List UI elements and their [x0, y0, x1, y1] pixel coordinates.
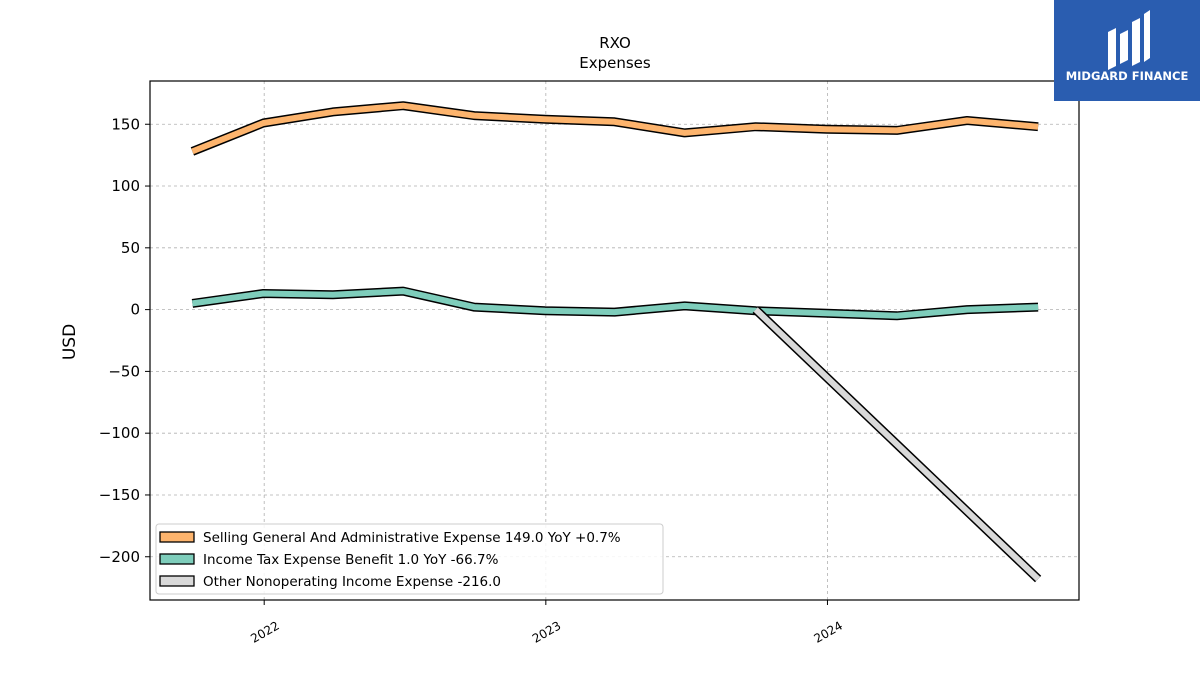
x-tick-label: 2023	[530, 618, 563, 645]
series-line	[752, 306, 1042, 583]
series-layer	[190, 101, 1042, 583]
legend-swatch	[159, 553, 195, 565]
plot-frame	[149, 80, 1080, 601]
y-tick-label: −50	[108, 362, 140, 380]
y-tick-label: 50	[121, 239, 140, 257]
logo-icon	[1108, 10, 1150, 70]
legend-swatch	[159, 531, 195, 543]
y-tick-label: −150	[99, 486, 140, 504]
y-tick-label: 150	[111, 115, 140, 133]
y-axis-ticks: 150 100 50 0 −50 −100 −150 −200	[99, 115, 150, 566]
legend-box	[155, 523, 664, 595]
y-tick-label: −200	[99, 548, 140, 566]
legend-label: Selling General And Administrative Expen…	[203, 530, 621, 546]
x-tick-label: 2022	[248, 618, 281, 645]
chart-subtitle: Expenses	[579, 54, 651, 72]
legend: Selling General And Administrative Expen…	[155, 523, 664, 595]
series-fill	[191, 102, 1039, 155]
x-tick-label: 2024	[812, 618, 845, 645]
brand-name: MIDGARD FINANCE	[1065, 69, 1189, 83]
legend-label: Other Nonoperating Income Expense -216.0	[203, 574, 501, 590]
legend-swatch	[159, 575, 195, 587]
series-fill	[753, 307, 1041, 582]
series-line	[191, 286, 1039, 321]
y-tick-label: 0	[130, 301, 140, 319]
chart-title: RXO	[599, 34, 631, 52]
brand-logo: MIDGARD FINANCE	[1054, 0, 1200, 101]
grid	[150, 81, 1079, 600]
series-fill	[191, 288, 1039, 319]
series-line	[190, 101, 1039, 156]
y-axis-label: USD	[60, 324, 80, 360]
x-axis-ticks: 2022 2023 2024	[248, 600, 845, 646]
y-tick-label: 100	[111, 177, 140, 195]
legend-label: Income Tax Expense Benefit 1.0 YoY -66.7…	[203, 552, 499, 568]
y-tick-label: −100	[99, 424, 140, 442]
